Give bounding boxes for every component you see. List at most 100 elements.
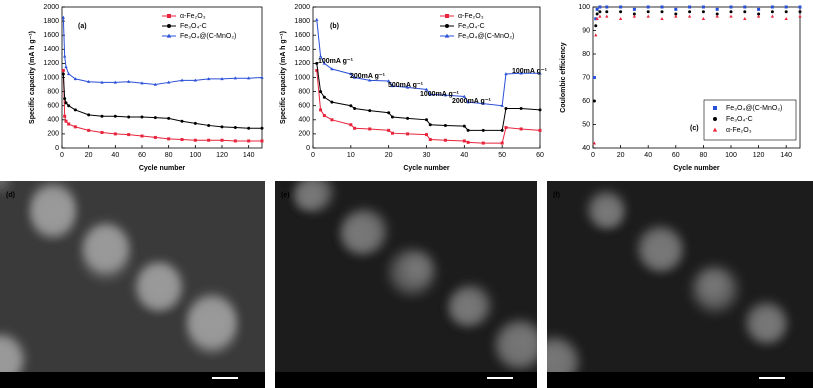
marker <box>247 126 251 130</box>
marker <box>605 10 609 14</box>
marker <box>504 107 508 111</box>
marker <box>798 5 802 9</box>
marker <box>504 126 508 130</box>
sem-background <box>547 181 813 388</box>
y-tick-label: 90 <box>582 27 590 34</box>
y-tick-label: 1800 <box>43 18 59 25</box>
image-info: 30kV <box>575 377 591 384</box>
y-tick-label: 600 <box>47 103 59 110</box>
y-tick-label: 800 <box>47 88 59 95</box>
image-label: (d) <box>6 192 15 199</box>
marker <box>500 128 504 132</box>
marker <box>140 81 144 85</box>
marker <box>743 5 747 9</box>
marker <box>592 141 597 145</box>
marker <box>462 124 466 128</box>
x-tick-label: 120 <box>753 152 765 159</box>
marker <box>712 127 718 132</box>
marker <box>445 24 449 28</box>
y-tick-label: 60 <box>582 98 590 105</box>
y-tick-label: 1400 <box>294 46 310 53</box>
marker <box>67 122 71 126</box>
marker <box>646 14 650 18</box>
marker <box>757 12 761 16</box>
marker <box>353 107 357 111</box>
marker <box>127 115 131 119</box>
marker <box>390 131 394 135</box>
marker <box>153 135 157 139</box>
marker <box>756 14 761 18</box>
legend-label: Fe₃O₄-C <box>726 116 753 123</box>
marker <box>798 14 802 18</box>
x-tick-label: 0 <box>311 152 315 159</box>
marker <box>260 139 264 143</box>
marker <box>315 68 319 72</box>
panel-label: (b) <box>330 23 339 30</box>
marker <box>322 114 326 118</box>
marker <box>660 16 664 20</box>
marker <box>444 33 450 38</box>
annotation: 500mA g⁻¹ <box>388 82 424 89</box>
sem-particle <box>144 265 174 295</box>
info-bar <box>275 372 537 388</box>
marker <box>87 128 91 132</box>
marker <box>743 16 747 20</box>
x-tick-label: 20 <box>385 152 393 159</box>
marker <box>63 97 67 101</box>
marker <box>770 14 775 18</box>
x-tick-label: 0 <box>591 152 595 159</box>
marker <box>405 85 410 89</box>
marker <box>64 119 68 123</box>
marker <box>233 76 237 80</box>
sem-particle <box>452 286 490 324</box>
marker <box>100 80 104 84</box>
y-tick-label: 2000 <box>294 4 310 11</box>
image-info: 1μm <box>195 377 209 384</box>
legend-label: α-Fe₂O₃ <box>458 13 484 20</box>
marker <box>390 84 395 88</box>
marker <box>315 61 319 65</box>
x-tick-label: 40 <box>111 152 119 159</box>
marker <box>594 24 598 28</box>
marker <box>443 138 447 142</box>
image-info: x15,000 <box>160 377 185 384</box>
x-tick-label: 20 <box>85 152 93 159</box>
marker <box>330 100 334 104</box>
marker <box>428 123 432 127</box>
sem-particle <box>514 332 534 352</box>
image-label: (f) <box>553 192 560 199</box>
sem-particle <box>406 256 430 280</box>
marker <box>715 14 719 18</box>
marker <box>349 123 353 127</box>
marker <box>406 132 410 136</box>
marker <box>605 5 609 9</box>
marker <box>315 17 319 21</box>
marker <box>322 95 326 99</box>
marker <box>428 92 432 96</box>
marker <box>260 126 264 130</box>
y-tick-label: 1600 <box>294 32 310 39</box>
y-tick-label: 1800 <box>294 18 310 25</box>
marker <box>180 78 184 82</box>
marker <box>260 75 264 79</box>
info-bar <box>547 372 813 388</box>
marker <box>330 118 334 122</box>
legend-label: Fe₃O₄-C <box>458 23 485 30</box>
series-line <box>316 19 540 107</box>
marker <box>445 14 449 18</box>
annotation: 100mA g⁻¹ <box>512 68 548 75</box>
sem-particle <box>95 230 117 252</box>
marker <box>61 15 65 19</box>
annotation: 100mA g⁻¹ <box>318 58 354 65</box>
y-tick-label: 1200 <box>43 60 59 67</box>
marker <box>632 12 636 16</box>
x-axis-label: Cycle number <box>673 165 720 172</box>
marker <box>349 104 353 108</box>
marker <box>140 115 144 119</box>
marker <box>619 10 623 14</box>
marker <box>462 139 466 143</box>
y-tick-label: 40 <box>582 145 590 152</box>
x-tick-label: 60 <box>536 152 544 159</box>
annotation: 1000mA g⁻¹ <box>420 91 460 98</box>
marker <box>73 125 77 129</box>
